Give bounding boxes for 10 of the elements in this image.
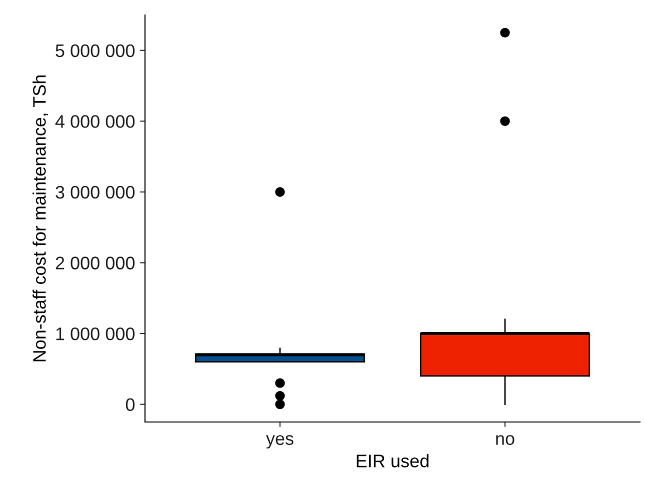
x-tick-label: no	[496, 435, 514, 445]
y-tick-label: 0	[126, 398, 135, 412]
y-tick-label: 1 000 000	[56, 327, 135, 340]
y-tick-label: 4 000 000	[55, 115, 135, 128]
y-tick-label: 5 000 000	[56, 44, 135, 58]
x-axis-title: EIR used	[356, 454, 428, 468]
x-tick-label: yes	[266, 435, 294, 449]
y-tick-label: 3 000 000	[56, 186, 135, 199]
y-axis-title: Non-staff cost for maintenance, TSh	[32, 75, 48, 362]
y-tick-label: 2 000 000	[56, 256, 135, 270]
